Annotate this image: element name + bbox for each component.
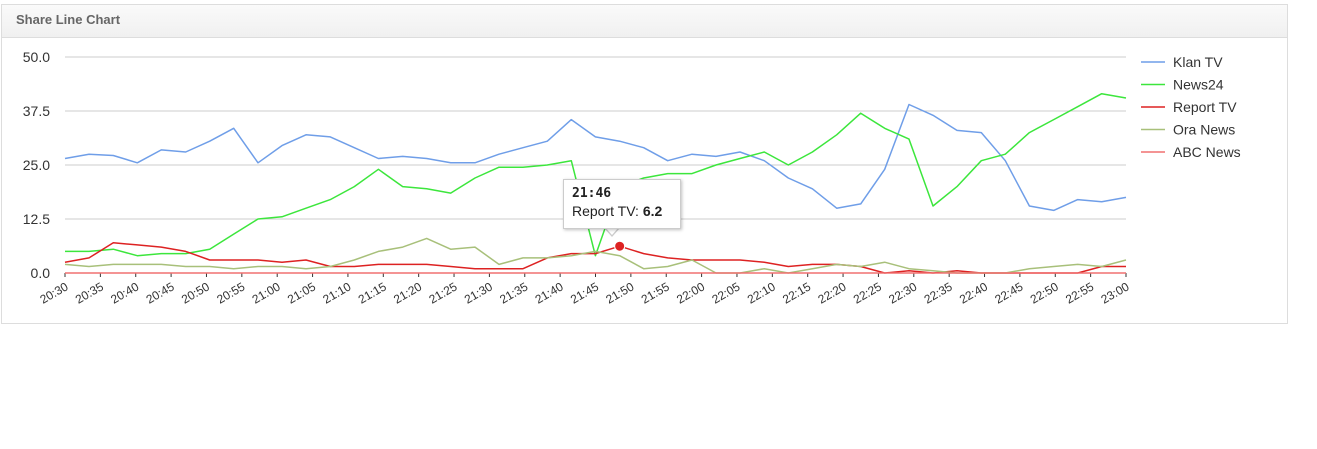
legend-label: Report TV	[1173, 99, 1237, 115]
x-tick-label: 21:40	[533, 279, 566, 306]
x-tick-label: 22:45	[992, 279, 1025, 306]
x-tick-label: 22:05	[709, 279, 742, 306]
x-tick-label: 20:40	[108, 279, 141, 306]
y-tick-label: 50.0	[23, 49, 50, 65]
x-tick-label: 21:25	[427, 279, 460, 306]
y-axis: 0.0 12.5 25.0 37.5 50.0	[23, 49, 50, 281]
tooltip-series-label: Report TV	[572, 203, 636, 219]
legend-label: News24	[1173, 77, 1224, 93]
x-tick-label: 20:30	[37, 279, 70, 306]
x-tick-label: 21:00	[250, 279, 283, 306]
x-tick-label: 21:45	[568, 279, 601, 306]
tooltip-time: 21:46	[572, 186, 612, 201]
x-tick-label: 21:20	[391, 279, 424, 306]
series-layer	[64, 92, 1127, 274]
x-axis: 20:30 20:35 20:40 20:45 20:50 20:55 21:00 21:05…	[37, 273, 1132, 307]
y-tick-label: 12.5	[23, 211, 50, 227]
legend-label: Klan TV	[1173, 54, 1223, 70]
x-tick-label: 22:30	[886, 279, 919, 306]
x-tick-label: 20:50	[179, 279, 212, 306]
legend-item-klan-tv[interactable]: Klan TV	[1141, 54, 1223, 70]
x-tick-label: 20:45	[144, 279, 177, 306]
x-tick-label: 22:35	[922, 279, 955, 306]
x-tick-label: 21:30	[462, 279, 495, 306]
series-line-news24[interactable]	[65, 92, 1127, 257]
legend[interactable]: Klan TV News24 Report TV Ora News ABC News	[1141, 54, 1241, 160]
x-tick-label: 21:35	[497, 279, 530, 306]
highlight-layer	[614, 240, 626, 252]
x-tick-label: 21:10	[320, 279, 353, 306]
x-tick-label: 22:00	[674, 279, 707, 306]
x-tick-label: 22:50	[1028, 279, 1061, 306]
y-tick-label: 37.5	[23, 103, 50, 119]
x-tick-label: 21:50	[603, 279, 636, 306]
tooltip-arrow-fill	[605, 227, 619, 235]
x-tick-label: 22:25	[851, 279, 884, 306]
x-tick-label: 20:55	[214, 279, 247, 306]
series-line-klan-tv[interactable]	[64, 103, 1127, 212]
x-tick-label: 22:55	[1063, 279, 1096, 306]
highlight-point[interactable]	[614, 240, 626, 252]
legend-item-report-tv[interactable]: Report TV	[1141, 99, 1237, 115]
x-tick-label: 22:40	[957, 279, 990, 306]
x-tick-label: 22:15	[780, 279, 813, 306]
tooltip-value: 6.2	[642, 203, 663, 219]
hover-tooltip: 21:46 Report TV: 6.2	[563, 179, 681, 229]
legend-item-ora-news[interactable]: Ora News	[1141, 122, 1235, 138]
x-tick-label: 22:10	[745, 279, 778, 306]
x-tick-label: 20:35	[73, 279, 106, 306]
y-tick-label: 25.0	[23, 157, 50, 173]
x-tick-label: 23:00	[1098, 279, 1131, 306]
legend-label: Ora News	[1173, 122, 1235, 138]
x-tick-label: 22:20	[816, 279, 849, 306]
y-tick-label: 0.0	[31, 265, 51, 281]
panel-title: Share Line Chart	[2, 5, 1287, 38]
x-tick-label: 21:15	[356, 279, 389, 306]
legend-item-news24[interactable]: News24	[1141, 77, 1224, 93]
x-tick-label: 21:55	[639, 279, 672, 306]
x-tick-label: 21:05	[285, 279, 318, 306]
legend-item-abc-news[interactable]: ABC News	[1141, 144, 1241, 160]
legend-label: ABC News	[1173, 144, 1241, 160]
